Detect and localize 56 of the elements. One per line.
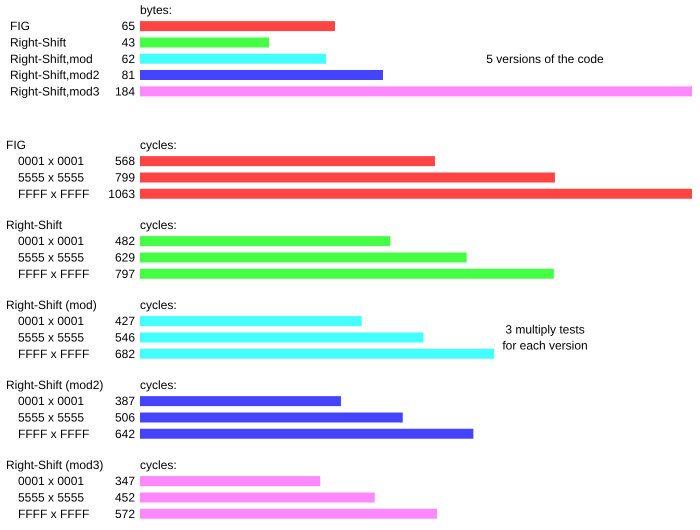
chart-title: Right-Shift (mod2): [6, 378, 104, 392]
data-label: 387: [114, 394, 136, 408]
data-label: 65: [122, 19, 136, 34]
data-label: 568: [114, 154, 136, 168]
data-label: 452: [114, 490, 136, 504]
data-label: 1063: [108, 186, 136, 201]
y-tick-label: 5555 x 5555: [18, 490, 84, 504]
y-tick-label: FFFF x FFFF: [18, 346, 90, 361]
y-tick-label: FFFF x FFFF: [18, 186, 90, 201]
y-tick-label: FFFF x FFFF: [18, 426, 90, 441]
data-label: 642: [114, 426, 136, 441]
chart-title: Right-Shift (mod): [6, 298, 97, 312]
y-tick-label: Right-Shift,mod: [10, 52, 93, 66]
bar: [140, 37, 269, 48]
bar: [140, 54, 326, 64]
data-label: 629: [114, 250, 136, 264]
annotation: 5 versions of the code: [486, 52, 604, 66]
y-tick-label: Right-Shift,mod2: [10, 68, 100, 82]
data-label: 81: [122, 68, 136, 82]
text: 3 multiply tests for each version: [502, 322, 588, 352]
y-tick-label: FFFF x FFFF: [18, 506, 90, 521]
y-tick-label: 5555 x 5555: [18, 410, 84, 424]
data-label: 799: [114, 170, 136, 184]
x-axis-title: cycles:: [140, 298, 177, 312]
y-tick-label: 5555 x 5555: [18, 330, 84, 344]
x-axis-title: cycles:: [140, 378, 177, 392]
data-label: 506: [114, 410, 136, 424]
x-axis-title: cycles:: [140, 458, 177, 472]
y-tick-label: 0001 x 0001: [18, 154, 84, 168]
data-label: 682: [114, 346, 136, 361]
chart-title: Right-Shift (mod3): [6, 458, 104, 472]
data-label: 62: [122, 52, 136, 66]
y-tick-label: FFFF x FFFF: [18, 266, 90, 281]
y-tick-label: 0001 x 0001: [18, 314, 84, 328]
y-tick-label: 0001 x 0001: [18, 394, 84, 408]
data-label: 427: [114, 314, 136, 328]
data-label: 572: [114, 506, 136, 521]
y-tick-label: 0001 x 0001: [18, 474, 84, 488]
y-tick-label: 5555 x 5555: [18, 250, 84, 264]
data-label: 43: [122, 35, 136, 50]
y-tick-label: Right-Shift: [10, 35, 67, 50]
data-label: 347: [114, 474, 136, 488]
y-tick-label: Right-Shift,mod3: [10, 84, 100, 98]
bar: [140, 21, 335, 32]
y-tick-label: 5555 x 5555: [18, 170, 84, 184]
y-tick-label: FIG: [10, 19, 30, 34]
data-label: 184: [114, 84, 136, 98]
bar: [140, 70, 383, 80]
data-label: 546: [114, 330, 136, 344]
bar: [140, 86, 692, 96]
x-axis-title: cycles:: [140, 138, 177, 152]
x-axis-title: cycles:: [140, 218, 177, 232]
data-label: 482: [114, 234, 136, 248]
y-tick-label: 0001 x 0001: [18, 234, 84, 248]
data-label: 797: [114, 266, 136, 281]
x-axis-title: bytes:: [140, 3, 172, 17]
